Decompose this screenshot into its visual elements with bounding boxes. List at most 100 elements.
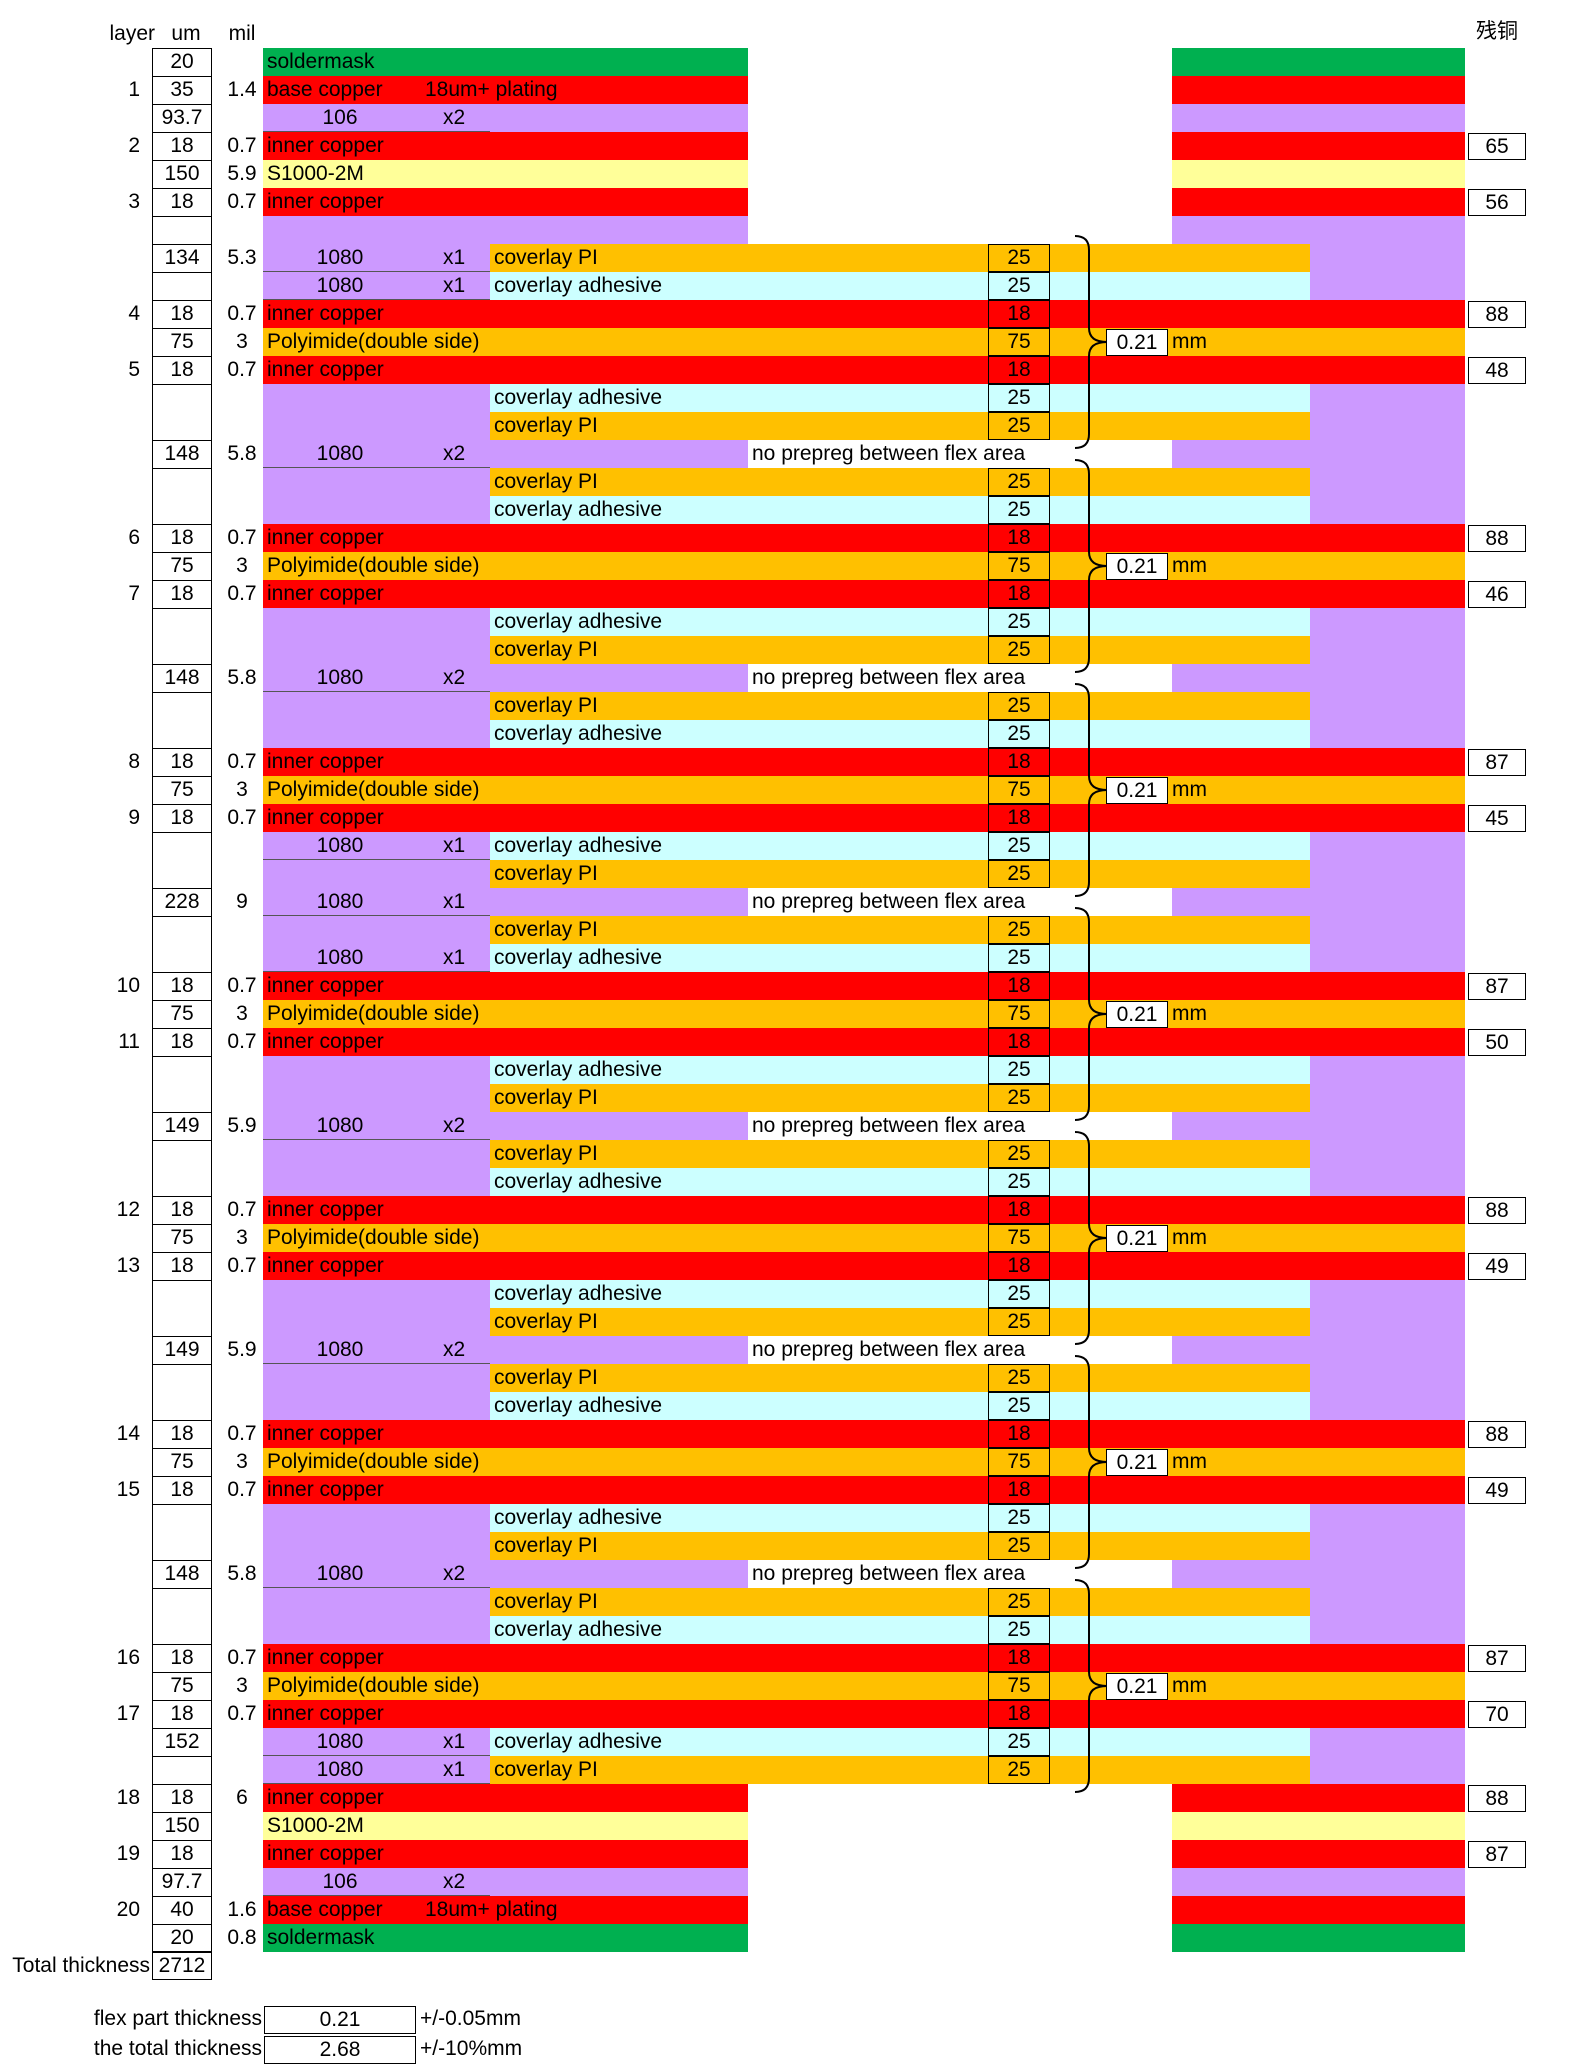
right-band <box>1172 804 1465 832</box>
layer-number: 15 <box>116 1478 140 1501</box>
um-divider <box>152 1196 212 1197</box>
right-band <box>1172 160 1465 188</box>
flex-thickness-cell: 18 <box>988 972 1050 1000</box>
um-divider <box>152 76 212 77</box>
left-band <box>263 328 748 356</box>
residual-copper-box: 88 <box>1468 1785 1526 1812</box>
thickness-um: 35 <box>170 78 194 101</box>
um-divider <box>152 1560 212 1561</box>
left-band <box>263 552 748 580</box>
coverlay-label: coverlay PI <box>494 1534 598 1557</box>
bracket-brace <box>1074 235 1108 449</box>
left-band <box>263 1224 748 1252</box>
um-divider <box>152 160 212 161</box>
header-layer: layer <box>109 22 155 45</box>
left-band <box>263 76 748 104</box>
thickness-um: 18 <box>170 302 194 325</box>
um-divider <box>152 1476 212 1477</box>
right-band <box>1172 1784 1465 1812</box>
left-band <box>263 664 748 692</box>
no-prepreg-note: no prepreg between flex area <box>752 442 1026 465</box>
flex-gap <box>748 48 1172 76</box>
prepreg-type: 1080 <box>316 1114 364 1137</box>
no-prepreg-note: no prepreg between flex area <box>752 666 1026 689</box>
thickness-mil: 3 <box>236 330 248 353</box>
layer-number: 10 <box>116 974 140 997</box>
left-band <box>263 104 748 132</box>
row-underline <box>263 467 490 468</box>
flex-core-band <box>748 1420 1172 1448</box>
layer-number: 3 <box>128 190 140 213</box>
um-divider <box>152 832 212 833</box>
residual-copper-box: 48 <box>1468 357 1526 384</box>
flex-gap <box>748 1560 1172 1588</box>
row-underline <box>263 915 490 916</box>
coverlay-label: coverlay adhesive <box>494 1282 663 1305</box>
coverlay-label: coverlay adhesive <box>494 274 663 297</box>
total-thickness-value: 2712 <box>152 1952 212 1980</box>
thickness-um: 18 <box>170 974 194 997</box>
flex-gap <box>748 216 1172 244</box>
prepreg-count: x1 <box>443 834 466 857</box>
left-band <box>263 1560 748 1588</box>
coverlay-band <box>490 1504 1310 1532</box>
flex-thickness-cell: 18 <box>988 1644 1050 1672</box>
layer-number: 12 <box>116 1198 140 1221</box>
right-band <box>1172 1924 1465 1952</box>
thickness-um: 97.7 <box>161 1870 203 1893</box>
prepreg-count: x1 <box>443 1730 466 1753</box>
flex-thickness-cell: 18 <box>988 804 1050 832</box>
coverlay-label: coverlay adhesive <box>494 1730 663 1753</box>
thickness-mil: 5.8 <box>227 666 257 689</box>
flex-thickness-cell: 25 <box>988 1308 1050 1336</box>
prepreg-type: 1080 <box>316 890 364 913</box>
left-band <box>263 188 748 216</box>
left-band <box>263 804 748 832</box>
flex-thickness-cell: 25 <box>988 1588 1050 1616</box>
flex-thickness-cell: 18 <box>988 1028 1050 1056</box>
thickness-um: 18 <box>170 1254 194 1277</box>
flex-core-band <box>748 1700 1172 1728</box>
right-band <box>1172 552 1465 580</box>
thickness-mil: 3 <box>236 554 248 577</box>
residual-copper-box: 50 <box>1468 1029 1526 1056</box>
material-label: inner copper <box>267 190 384 213</box>
thickness-mil: 5.9 <box>227 162 257 185</box>
no-prepreg-note: no prepreg between flex area <box>752 890 1026 913</box>
left-band <box>263 776 748 804</box>
residual-copper-box: 87 <box>1468 1841 1526 1868</box>
coverlay-band <box>490 496 1310 524</box>
um-divider <box>152 1000 212 1001</box>
summary-value: 0.21 <box>264 2006 416 2034</box>
coverlay-band <box>490 1392 1310 1420</box>
um-divider <box>152 1728 212 1729</box>
flex-thickness-cell: 75 <box>988 1672 1050 1700</box>
material-label: inner copper <box>267 806 384 829</box>
residual-copper-box: 88 <box>1468 1197 1526 1224</box>
flex-thickness-mm-box: 0.21 <box>1106 1449 1168 1476</box>
thickness-mil: 1.4 <box>227 78 257 101</box>
flex-thickness-cell: 25 <box>988 832 1050 860</box>
bracket-brace <box>1074 1579 1108 1793</box>
flex-thickness-cell: 75 <box>988 776 1050 804</box>
thickness-mil: 0.7 <box>227 1422 257 1445</box>
right-band <box>1172 1560 1465 1588</box>
flex-gap <box>748 1924 1172 1952</box>
thickness-um: 148 <box>164 1562 200 1585</box>
coverlay-band <box>490 1532 1310 1560</box>
material-label: inner copper <box>267 1702 384 1725</box>
no-prepreg-note: no prepreg between flex area <box>752 1338 1026 1361</box>
residual-copper-box: 46 <box>1468 581 1526 608</box>
coverlay-band <box>490 244 1310 272</box>
flex-gap <box>748 188 1172 216</box>
coverlay-band <box>490 1168 1310 1196</box>
right-band <box>1172 1476 1465 1504</box>
flex-thickness-cell: 25 <box>988 944 1050 972</box>
flex-gap <box>748 1840 1172 1868</box>
left-band <box>263 1196 748 1224</box>
material-label: S1000-2M <box>267 1814 364 1837</box>
flex-core-band <box>748 748 1172 776</box>
thickness-mil: 0.8 <box>227 1926 257 1949</box>
flex-thickness-cell: 25 <box>988 1756 1050 1784</box>
thickness-mil: 3 <box>236 1226 248 1249</box>
